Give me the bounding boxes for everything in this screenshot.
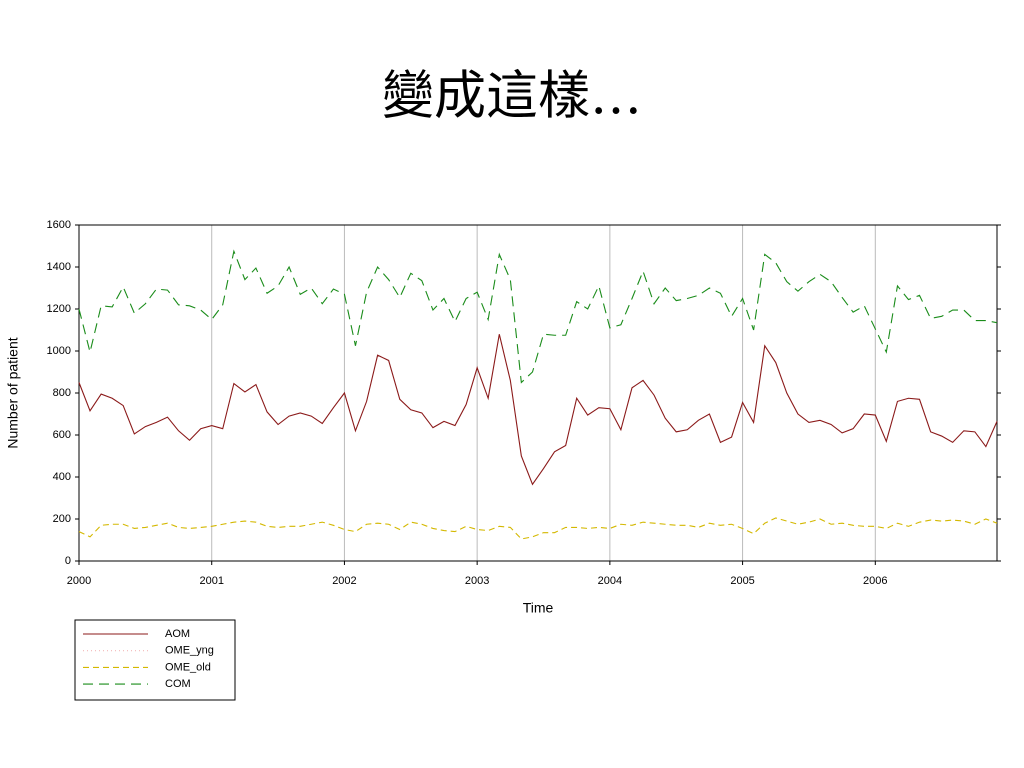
legend-label: AOM	[165, 628, 190, 640]
y-tick-label: 0	[65, 555, 71, 567]
legend-label: OME_yng	[165, 645, 214, 657]
series-line	[78, 249, 998, 384]
x-tick-label: 2006	[863, 575, 887, 587]
series-line	[78, 334, 998, 486]
x-tick-label: 2000	[67, 575, 91, 587]
slide-title: 變成這樣…	[382, 67, 642, 127]
x-tick-label: 2001	[199, 575, 223, 587]
plot-frame	[78, 224, 998, 562]
y-tick-label: 1400	[47, 261, 71, 273]
y-tick-label: 600	[53, 429, 71, 441]
y-tick-label: 1200	[47, 303, 71, 315]
legend-box	[74, 619, 236, 701]
y-tick-label: 200	[53, 513, 71, 525]
y-tick-label: 400	[53, 471, 71, 483]
legend-label: OME_old	[165, 661, 211, 673]
x-axis-label: Time	[523, 600, 554, 616]
x-tick-label: 2003	[465, 575, 489, 587]
legend-label: COM	[165, 678, 191, 690]
x-tick-label: 2002	[332, 575, 356, 587]
y-axis-label: Number of patient	[5, 337, 21, 448]
y-tick-label: 800	[53, 387, 71, 399]
x-tick-label: 2005	[730, 575, 754, 587]
y-tick-label: 1600	[47, 219, 71, 231]
series-line	[78, 517, 998, 540]
y-tick-label: 1000	[47, 345, 71, 357]
x-tick-label: 2004	[598, 575, 622, 587]
